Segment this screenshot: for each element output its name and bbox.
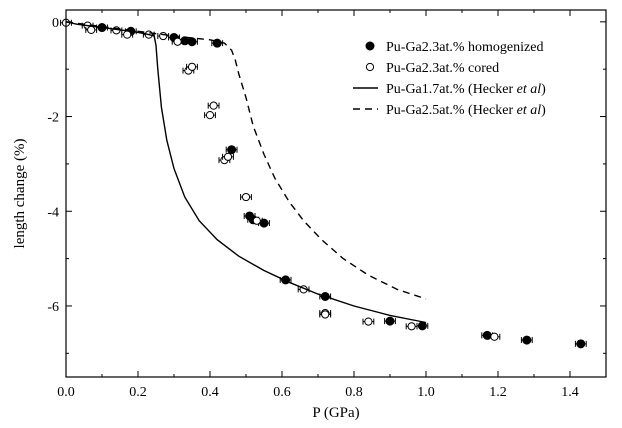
point-cored bbox=[87, 25, 96, 34]
y-tick-label: -4 bbox=[47, 205, 59, 220]
legend-marker-homogenized bbox=[365, 41, 375, 51]
line-hecker-2p5 bbox=[65, 21, 427, 300]
x-tick-label: 0.0 bbox=[57, 385, 75, 400]
line-hecker-1p7 bbox=[65, 21, 427, 324]
plot-frame bbox=[65, 9, 607, 378]
x-tick-label: 0.8 bbox=[345, 385, 363, 400]
point-homogenized bbox=[417, 321, 427, 331]
legend-marker-cored bbox=[365, 62, 375, 72]
legend-label: Pu-Ga1.7at.% (Hecker et al) bbox=[386, 82, 546, 97]
x-tick-label: 0.6 bbox=[273, 385, 291, 400]
x-tick-label: 1.0 bbox=[417, 385, 435, 400]
y-tick-label: -6 bbox=[47, 300, 59, 315]
legend-label: Pu-Ga2.5at.% (Hecker et al) bbox=[386, 103, 546, 118]
point-homogenized bbox=[227, 145, 237, 155]
legend-label: Pu-Ga2.3at.% homogenized bbox=[386, 40, 543, 55]
point-cored bbox=[490, 332, 499, 341]
point-homogenized bbox=[522, 335, 532, 345]
point-cored bbox=[252, 216, 261, 225]
point-cored bbox=[364, 317, 373, 326]
point-cored bbox=[241, 192, 251, 202]
point-cored bbox=[173, 37, 182, 46]
plot-content bbox=[60, 18, 587, 349]
point-cored bbox=[209, 101, 218, 110]
point-cored bbox=[223, 152, 233, 161]
x-tick-label: 0.4 bbox=[201, 385, 219, 400]
point-cored bbox=[187, 62, 197, 71]
point-cored bbox=[407, 322, 416, 331]
point-cored bbox=[123, 30, 132, 39]
point-cored bbox=[321, 310, 330, 319]
point-homogenized bbox=[576, 339, 586, 349]
legend-label: Pu-Ga2.3at.% cored bbox=[386, 61, 499, 76]
x-tick-label: 0.2 bbox=[129, 385, 147, 400]
y-axis-label: length change (%) bbox=[12, 139, 28, 249]
x-tick-label: 1.4 bbox=[561, 385, 579, 400]
x-axis-label: P (GPa) bbox=[312, 405, 359, 421]
point-homogenized bbox=[385, 316, 395, 326]
point-cored bbox=[205, 111, 215, 120]
y-tick-label: -2 bbox=[47, 111, 59, 126]
x-axis: 0.0 0.2 0.4 0.6 0.8 1.0 1.2 1.4 bbox=[57, 10, 579, 400]
legend: Pu-Ga2.3at.% homogenized Pu-Ga2.3at.% co… bbox=[353, 40, 546, 118]
point-homogenized bbox=[482, 330, 492, 340]
point-cored bbox=[159, 31, 168, 41]
y-axis: 0 -2 -4 -6 bbox=[47, 16, 606, 354]
x-tick-label: 1.2 bbox=[489, 385, 507, 400]
y-tick-label: 0 bbox=[52, 16, 59, 31]
point-homogenized bbox=[187, 37, 197, 47]
